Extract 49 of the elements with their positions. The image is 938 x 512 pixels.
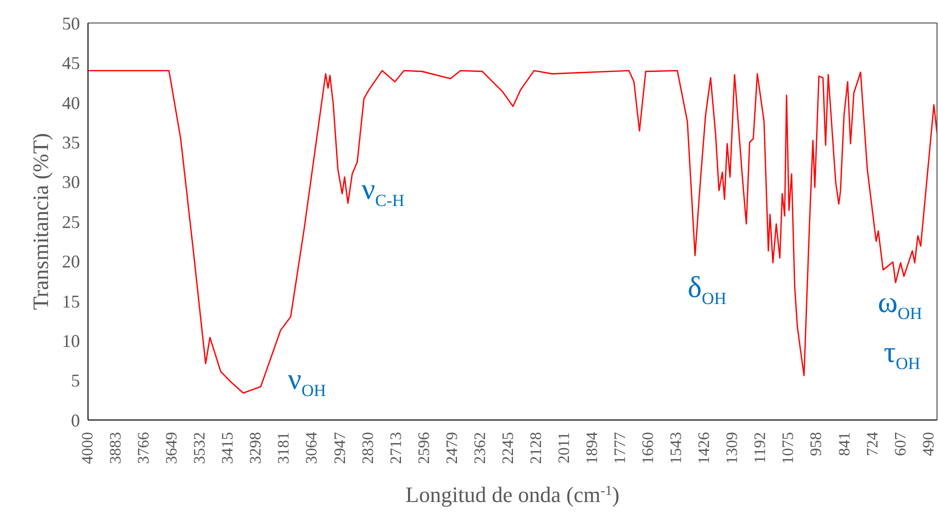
- annotation: ω$_{OH}$: [878, 286, 922, 323]
- x-tick-label: 724: [864, 432, 882, 456]
- x-tick-label: 3415: [220, 432, 237, 464]
- annotation: ν$_{OH}$: [288, 363, 326, 400]
- x-tick-label: 2596: [416, 432, 433, 464]
- y-tick-label: 35: [62, 132, 80, 152]
- x-tick-label: 2245: [500, 432, 517, 464]
- y-tick-label: 15: [62, 291, 80, 312]
- x-tick-label: 2362: [472, 432, 489, 464]
- y-tick-label: 10: [62, 330, 80, 351]
- x-tick-label: 1192: [752, 432, 770, 464]
- y-tick-label: 50: [62, 13, 80, 34]
- x-tick-label: 1075: [780, 432, 798, 464]
- x-tick-label: 2713: [388, 432, 405, 464]
- x-tick-label: 1309: [724, 432, 742, 464]
- x-tick-label: 1777: [612, 432, 630, 464]
- x-tick-label: 490: [920, 432, 938, 456]
- x-tick-label: 2479: [444, 432, 461, 464]
- y-tick-label: 30: [62, 172, 80, 192]
- annotation: ν$_{C-H}$: [362, 173, 404, 210]
- x-tick-label: 1543: [668, 432, 686, 464]
- x-tick-label: 1426: [696, 432, 714, 464]
- y-axis-title: Transmitancia (%T): [28, 133, 53, 310]
- y-tick-label: 5: [71, 370, 80, 391]
- x-tick-label: 3064: [304, 432, 321, 464]
- x-tick-label: 1894: [584, 432, 602, 464]
- x-tick-label: 1660: [640, 432, 658, 464]
- x-tick-label: 2830: [360, 432, 377, 464]
- x-tick-label: 958: [808, 432, 826, 456]
- x-tick-label: 3649: [164, 432, 181, 464]
- y-tick-label: 20: [62, 252, 80, 272]
- x-tick-label: 841: [836, 432, 854, 456]
- x-tick-label: 3883: [108, 432, 125, 464]
- x-tick-label: 3766: [136, 432, 153, 464]
- y-tick-label: 45: [62, 53, 80, 74]
- y-tick-label: 0: [71, 410, 80, 430]
- x-tick-label: 2011: [556, 432, 573, 464]
- y-tick-label: 40: [62, 92, 80, 113]
- annotation: τ$_{OH}$: [884, 336, 920, 373]
- x-tick-label: 3298: [248, 432, 265, 464]
- x-tick-label: 2947: [332, 432, 349, 464]
- x-tick-label: 2128: [528, 432, 545, 464]
- x-tick-label: 3181: [276, 432, 293, 464]
- annotation: δ$_{OH}$: [688, 271, 726, 308]
- x-axis-title: Longitud de onda (cm$^{-1}$): [406, 482, 620, 507]
- x-tick-label: 607: [892, 432, 910, 456]
- x-tick-label: 4000: [80, 432, 96, 464]
- x-tick-label: 3532: [192, 432, 209, 464]
- y-tick-label: 25: [62, 212, 80, 232]
